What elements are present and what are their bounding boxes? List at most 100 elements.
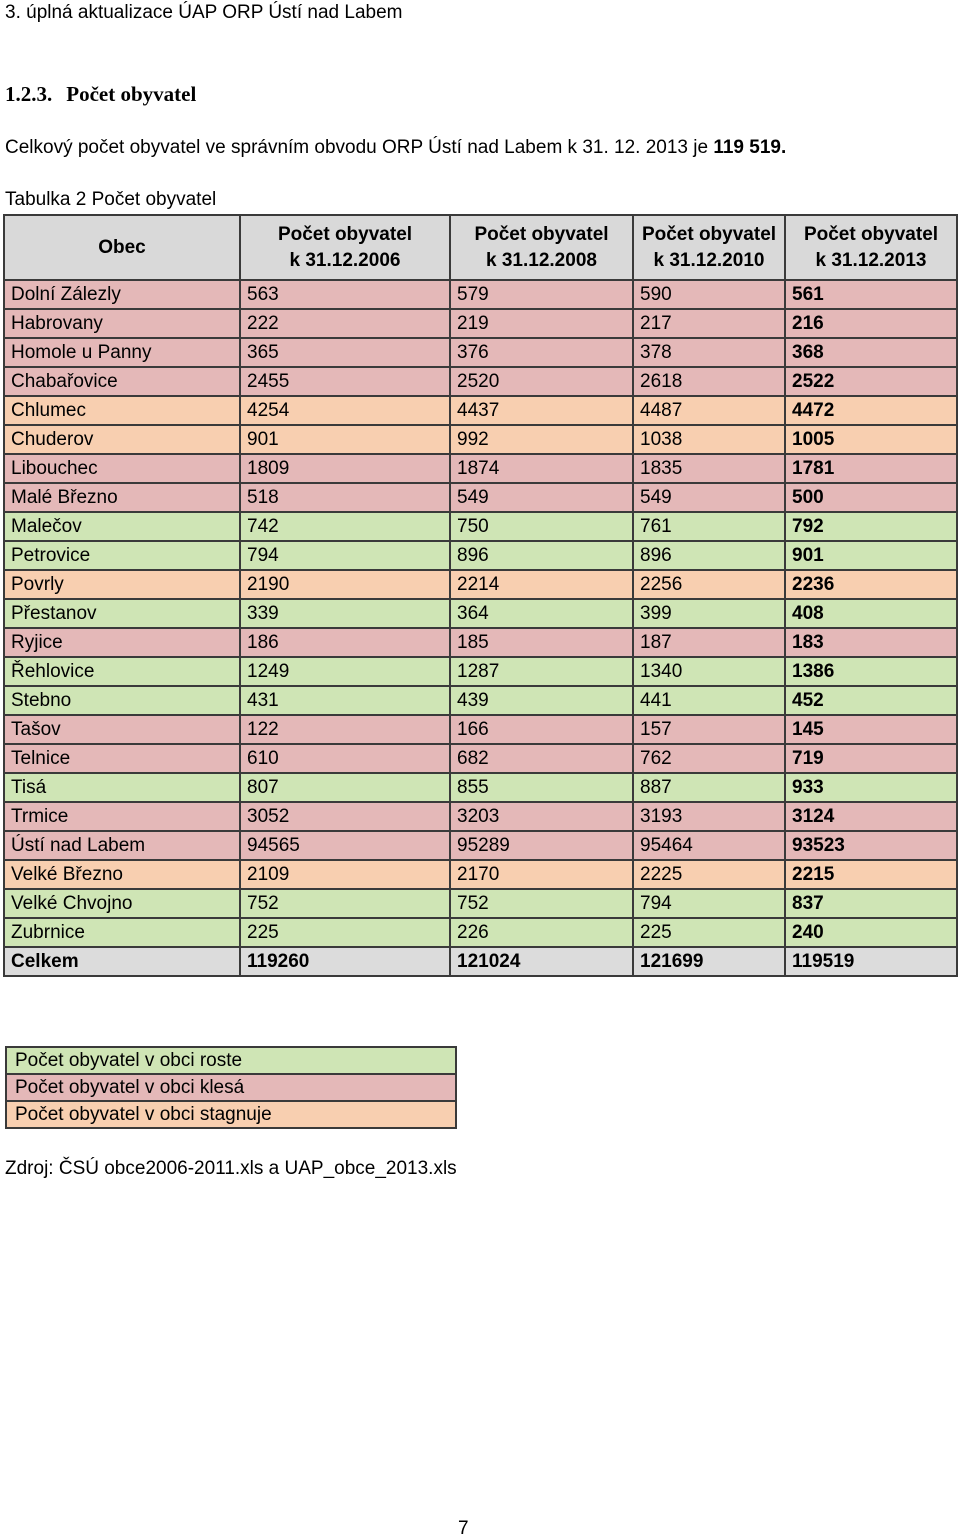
- table-row: Řehlovice 1249 1287 1340 1386: [3, 656, 958, 687]
- population-2006-cell: 901: [239, 424, 451, 455]
- population-2013-cell: 3124: [784, 801, 958, 832]
- obec-cell: Telnice: [3, 743, 241, 774]
- legend-item-declining: Počet obyvatel v obci klesá: [5, 1073, 457, 1102]
- population-2008-cell: 752: [449, 888, 634, 919]
- table-row: Zubrnice 225 226 225 240: [3, 917, 958, 948]
- population-2013-cell: 368: [784, 337, 958, 368]
- population-2008-cell: 750: [449, 511, 634, 542]
- population-2013-cell: 408: [784, 598, 958, 629]
- table-row: Malečov 742 750 761 792: [3, 511, 958, 542]
- population-2008-cell: 992: [449, 424, 634, 455]
- table-row: Trmice 3052 3203 3193 3124: [3, 801, 958, 832]
- obec-cell: Habrovany: [3, 308, 241, 339]
- col-header-2010-line2: k 31.12.2010: [653, 249, 765, 271]
- population-2006-cell: 1809: [239, 453, 451, 484]
- col-header-2013: Počet obyvatel k 31.12.2013: [784, 214, 958, 281]
- col-header-2013-line1: Počet obyvatel: [803, 223, 939, 245]
- population-2013-cell: 1781: [784, 453, 958, 484]
- population-2010-cell: 378: [632, 337, 786, 368]
- table-row: Chlumec 4254 4437 4487 4472: [3, 395, 958, 426]
- population-2006-cell: 752: [239, 888, 451, 919]
- obec-cell: Zubrnice: [3, 917, 241, 948]
- table-row: Habrovany 222 219 217 216: [3, 308, 958, 339]
- population-2013-cell: 901: [784, 540, 958, 571]
- obec-cell: Ústí nad Labem: [3, 830, 241, 861]
- population-2006-cell: 119260: [239, 946, 451, 977]
- population-2006-cell: 563: [239, 279, 451, 310]
- table-row: Tašov 122 166 157 145: [3, 714, 958, 745]
- population-2008-cell: 579: [449, 279, 634, 310]
- population-2010-cell: 2225: [632, 859, 786, 890]
- population-2006-cell: 431: [239, 685, 451, 716]
- population-2008-cell: 1874: [449, 453, 634, 484]
- population-2008-cell: 121024: [449, 946, 634, 977]
- table-row: Povrly 2190 2214 2256 2236: [3, 569, 958, 600]
- col-header-2006-line1: Počet obyvatel: [277, 223, 413, 245]
- population-2013-cell: 2236: [784, 569, 958, 600]
- population-2008-cell: 166: [449, 714, 634, 745]
- population-2010-cell: 441: [632, 685, 786, 716]
- col-header-2008: Počet obyvatel k 31.12.2008: [449, 214, 634, 281]
- col-header-2008-line2: k 31.12.2008: [486, 249, 597, 271]
- table-row: Petrovice 794 896 896 901: [3, 540, 958, 571]
- table-row: Dolní Zálezly 563 579 590 561: [3, 279, 958, 310]
- population-2010-cell: 217: [632, 308, 786, 339]
- col-header-2010-line1: Počet obyvatel: [641, 223, 777, 245]
- table-row: Libouchec 1809 1874 1835 1781: [3, 453, 958, 484]
- population-2008-cell: 185: [449, 627, 634, 658]
- obec-cell: Přestanov: [3, 598, 241, 629]
- population-2013-cell: 119519: [784, 946, 958, 977]
- population-2008-cell: 549: [449, 482, 634, 513]
- obec-cell: Ryjice: [3, 627, 241, 658]
- population-2013-cell: 93523: [784, 830, 958, 861]
- population-2008-cell: 439: [449, 685, 634, 716]
- obec-cell: Homole u Panny: [3, 337, 241, 368]
- population-2006-cell: 2109: [239, 859, 451, 890]
- population-2010-cell: 590: [632, 279, 786, 310]
- population-2006-cell: 2455: [239, 366, 451, 397]
- population-2010-cell: 794: [632, 888, 786, 919]
- population-2013-cell: 561: [784, 279, 958, 310]
- obec-cell: Malé Březno: [3, 482, 241, 513]
- population-2008-cell: 896: [449, 540, 634, 571]
- population-2013-cell: 1005: [784, 424, 958, 455]
- population-2013-cell: 2215: [784, 859, 958, 890]
- population-2008-cell: 4437: [449, 395, 634, 426]
- obec-cell: Chlumec: [3, 395, 241, 426]
- col-header-2006-line2: k 31.12.2006: [289, 249, 401, 271]
- table-row: Tisá 807 855 887 933: [3, 772, 958, 803]
- population-2013-cell: 452: [784, 685, 958, 716]
- population-2013-cell: 1386: [784, 656, 958, 687]
- population-2006-cell: 610: [239, 743, 451, 774]
- population-2013-cell: 145: [784, 714, 958, 745]
- section-title: Počet obyvatel: [66, 82, 197, 106]
- table-row: Velké Chvojno 752 752 794 837: [3, 888, 958, 919]
- population-2010-cell: 2256: [632, 569, 786, 600]
- population-2008-cell: 226: [449, 917, 634, 948]
- population-2013-cell: 183: [784, 627, 958, 658]
- obec-cell: Celkem: [3, 946, 241, 977]
- population-2010-cell: 2618: [632, 366, 786, 397]
- intro-total: 119 519.: [713, 137, 787, 158]
- obec-cell: Malečov: [3, 511, 241, 542]
- population-2010-cell: 896: [632, 540, 786, 571]
- population-2006-cell: 742: [239, 511, 451, 542]
- population-2013-cell: 933: [784, 772, 958, 803]
- obec-cell: Povrly: [3, 569, 241, 600]
- population-2006-cell: 186: [239, 627, 451, 658]
- population-2010-cell: 1038: [632, 424, 786, 455]
- obec-cell: Stebno: [3, 685, 241, 716]
- legend-item-growing: Počet obyvatel v obci roste: [5, 1046, 457, 1075]
- table-row: Ústí nad Labem 94565 95289 95464 93523: [3, 830, 958, 861]
- running-header: 3. úplná aktualizace ÚAP ORP Ústí nad La…: [5, 2, 403, 23]
- population-2010-cell: 762: [632, 743, 786, 774]
- table-row: Velké Březno 2109 2170 2225 2215: [3, 859, 958, 890]
- population-2013-cell: 2522: [784, 366, 958, 397]
- obec-cell: Dolní Zálezly: [3, 279, 241, 310]
- obec-cell: Chuderov: [3, 424, 241, 455]
- population-2006-cell: 794: [239, 540, 451, 571]
- table-row: Telnice 610 682 762 719: [3, 743, 958, 774]
- col-header-obec: Obec: [3, 214, 241, 281]
- col-header-2008-line1: Počet obyvatel: [474, 223, 609, 245]
- table-row: Homole u Panny 365 376 378 368: [3, 337, 958, 368]
